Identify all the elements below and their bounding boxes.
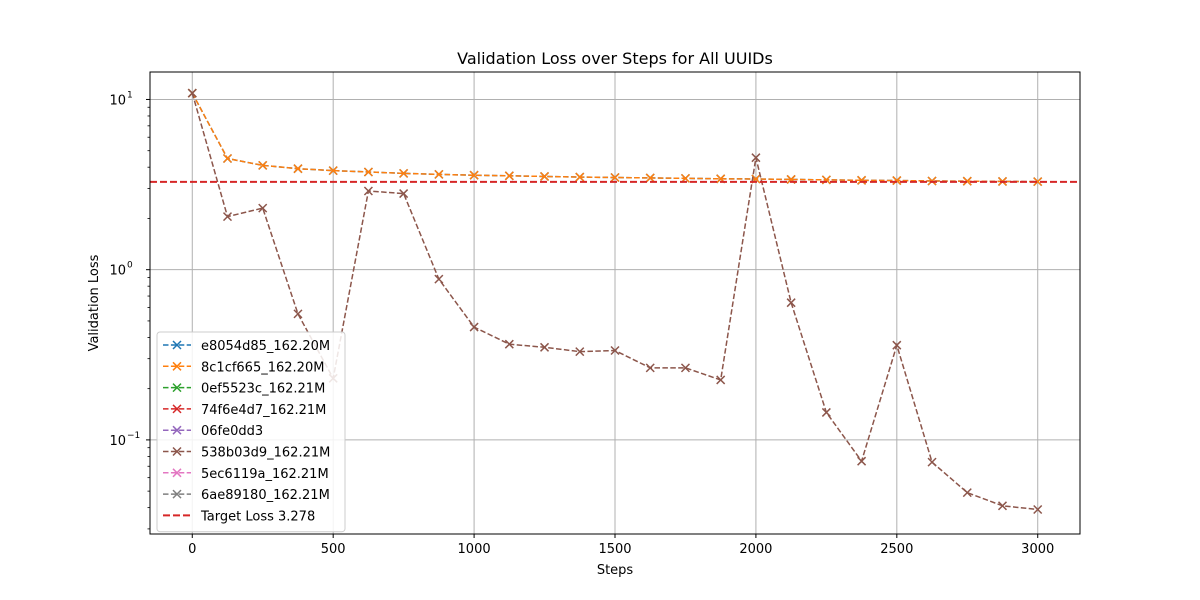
data-point (857, 456, 867, 466)
y-tick-label: 10 (109, 264, 126, 279)
legend: e8054d85_162.20M 8c1cf665_162.20M 0ef5523c… (156, 331, 346, 533)
y-tick-exponent: 0 (127, 261, 133, 271)
x-tick-label: 2500 (880, 542, 913, 557)
data-point (610, 172, 620, 183)
data-point (645, 173, 655, 183)
data-point (821, 407, 831, 417)
y-tick-label: 10 (109, 93, 126, 108)
data-point (1033, 177, 1043, 187)
data-point (222, 212, 233, 222)
legend-entry: Target Loss 3.278 (163, 509, 315, 524)
data-point (434, 274, 444, 284)
data-point (293, 309, 303, 319)
data-point (172, 425, 182, 435)
x-tick-label: 1000 (458, 542, 491, 557)
y-tick-exponent: −1 (127, 431, 140, 441)
data-point (434, 169, 444, 179)
data-point (927, 457, 937, 467)
data-point (469, 170, 479, 180)
legend-label: 538b03d9_162.21M (201, 446, 330, 461)
series-8c1cf665_162.20M (187, 88, 1043, 187)
data-point (575, 172, 585, 182)
data-point (610, 345, 620, 356)
legend-label: Target Loss 3.278 (200, 509, 315, 524)
data-point (892, 176, 902, 186)
data-point (172, 446, 182, 457)
chart-title: Validation Loss over Steps for All UUIDs (457, 49, 773, 68)
legend-label: 8c1cf665_162.20M (201, 360, 324, 375)
data-point (575, 347, 585, 357)
data-point (716, 375, 726, 385)
series-538b03d9_162.21M (187, 88, 1043, 515)
legend-entry: 5ec6119a_162.21M (163, 467, 329, 482)
legend-box (156, 331, 346, 533)
data-point (399, 189, 409, 199)
data-point (997, 501, 1008, 511)
data-point (962, 176, 972, 186)
x-tick-label: 3000 (1021, 542, 1054, 557)
data-point (399, 168, 409, 178)
y-tick-exponent: 1 (127, 90, 133, 100)
data-point (222, 153, 233, 164)
legend-label: e8054d85_162.20M (201, 339, 330, 354)
data-point (1033, 504, 1043, 515)
legend-label: 0ef5523c_162.21M (201, 382, 325, 397)
data-point (645, 363, 655, 373)
x-axis-label: Steps (597, 563, 634, 578)
data-point (363, 167, 373, 177)
data-point (504, 339, 514, 349)
data-point (540, 171, 550, 181)
x-tick-label: 0 (188, 542, 196, 557)
x-tick-label: 1500 (598, 542, 631, 557)
legend-label: 6ae89180_162.21M (201, 488, 330, 503)
data-point (892, 340, 902, 350)
y-axis-label: Validation Loss (87, 254, 102, 351)
data-point (962, 488, 972, 498)
data-point (293, 164, 303, 174)
legend-entry: e8054d85_162.20M (163, 339, 330, 354)
series-layer (150, 88, 1080, 515)
legend-entry: 0ef5523c_162.21M (163, 382, 325, 397)
grid (150, 72, 1080, 534)
x-tick-label: 500 (321, 542, 346, 557)
data-point (786, 298, 796, 308)
data-point (172, 404, 182, 414)
legend-entry: 74f6e4d7_162.21M (163, 403, 326, 418)
data-point (469, 322, 479, 332)
data-point (540, 342, 550, 352)
legend-label: 06fe0dd3 (201, 424, 263, 439)
legend-entry: 06fe0dd3 (163, 424, 263, 439)
y-tick-label: 10 (109, 434, 126, 449)
data-point (258, 203, 268, 213)
legend-entry: 538b03d9_162.21M (163, 446, 330, 461)
data-point (504, 171, 514, 181)
legend-label: 5ec6119a_162.21M (201, 467, 329, 482)
data-point (172, 468, 182, 478)
x-tick-label: 2000 (739, 542, 772, 557)
legend-entry: 8c1cf665_162.20M (163, 360, 324, 375)
data-point (258, 160, 268, 170)
data-point (172, 340, 182, 350)
legend-entry: 6ae89180_162.21M (163, 488, 330, 503)
data-point (680, 363, 690, 373)
data-point (187, 88, 197, 98)
data-point (172, 361, 182, 371)
data-point (172, 383, 182, 393)
data-point (172, 489, 182, 499)
data-point (857, 175, 867, 185)
legend-label: 74f6e4d7_162.21M (201, 403, 326, 418)
data-point (328, 166, 338, 176)
data-point (751, 153, 761, 163)
data-point (363, 186, 373, 196)
